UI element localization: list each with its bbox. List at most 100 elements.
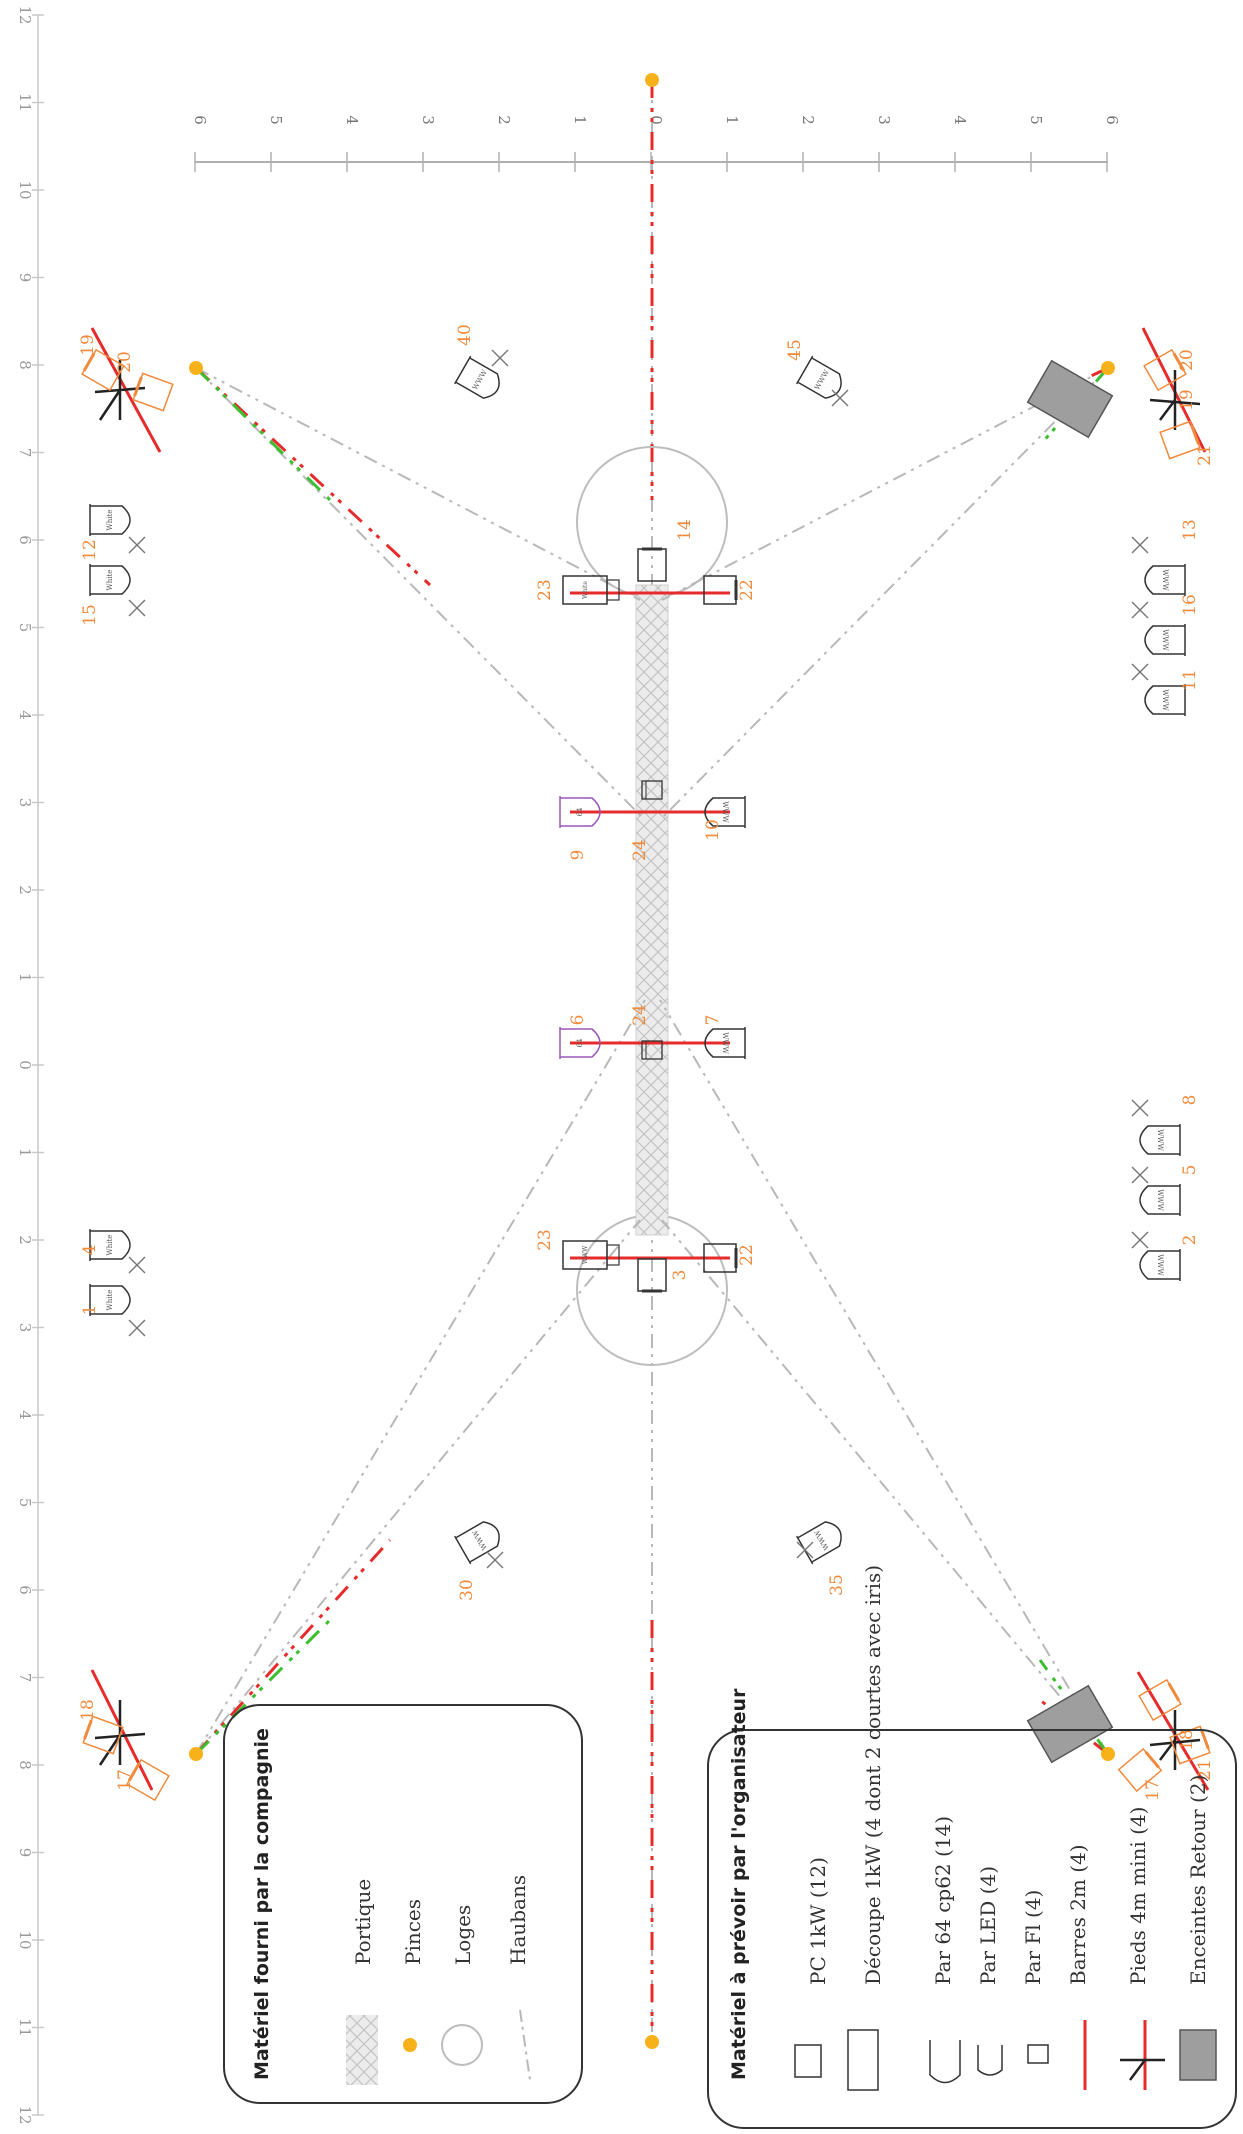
- main-axis-tick-label: 6: [16, 1585, 34, 1595]
- fixture-number-21: 21: [1195, 1759, 1215, 1781]
- fixture-number-22: 22: [737, 1244, 757, 1266]
- legend-organizer-item-enceintes: Enceintes Retour (2): [1186, 1775, 1210, 1985]
- pieds-stands: [90, 327, 1210, 1791]
- legend-company-item-haubans: Haubans: [506, 1875, 530, 1965]
- main-axis-tick-label: 8: [16, 1760, 34, 1770]
- pin-lr: [1101, 1747, 1115, 1761]
- legend-organizer-item-decoupe: Découpe 1kW (4 dont 2 courtes avec iris): [861, 1565, 885, 1985]
- legend-organizer-item-parled: Par LED (4): [976, 1866, 1000, 1985]
- fixture-number-12: 12: [80, 539, 100, 561]
- par-15: White: [89, 564, 131, 596]
- fixture-number-23: 23: [535, 1229, 555, 1251]
- par-1: White: [89, 1284, 131, 1316]
- cross-45: [831, 389, 849, 407]
- fixture-number-6: 6: [568, 1015, 588, 1026]
- fixture-number-16: 16: [1180, 594, 1200, 616]
- fixture-number-13: 13: [1180, 519, 1200, 541]
- main-axis-tick-label: 3: [16, 1323, 34, 1333]
- cross-13: [1131, 536, 1149, 554]
- cross-axis-tick-label: 6: [1103, 115, 1121, 125]
- fixture-number-8: 8: [1180, 1095, 1200, 1106]
- main-axis-tick-label: 7: [16, 1673, 34, 1683]
- fixture-number-35: 35: [827, 1574, 847, 1596]
- parled-45-label: WWW: [813, 368, 831, 391]
- main-axis-tick-label: 5: [16, 623, 34, 633]
- cross-axis-tick-label: 5: [1027, 115, 1045, 125]
- main-axis-tick-label: 0: [16, 1060, 34, 1070]
- fixture-number-21: 21: [1195, 444, 1215, 466]
- legend-enceinte-icon: [1179, 2029, 1217, 2081]
- main-axis-tick-label: 9: [16, 1848, 34, 1858]
- cross-2: [1131, 1231, 1149, 1249]
- main-axis-tick-label: 10: [16, 1930, 34, 1949]
- main-axis-tick-label: 2: [16, 885, 34, 895]
- cross-40: [491, 349, 509, 367]
- fixture-number-40: 40: [455, 324, 475, 346]
- fixture-number-18: 18: [1177, 1729, 1197, 1751]
- fixture-number-20: 20: [1177, 349, 1197, 371]
- parled-30-label: WWW: [471, 1528, 489, 1551]
- fixture-number-2: 2: [1180, 1235, 1200, 1246]
- main-axis-tick-label: 5: [16, 1498, 34, 1508]
- par-11: WWW: [1144, 684, 1186, 716]
- cross-axis-tick-label: 6: [191, 115, 209, 125]
- parled-35-label: WWW: [813, 1528, 831, 1551]
- legend-loge-swatch: [441, 2024, 483, 2066]
- decoupe-23-lower-label: WWW: [582, 1245, 589, 1264]
- par-6: 64: [559, 1027, 601, 1059]
- main-axis-tick-label: 10: [16, 180, 34, 199]
- parled-40: WWW: [454, 355, 500, 399]
- pc-20r: [1143, 348, 1187, 392]
- cross-16: [1131, 601, 1149, 619]
- fixture-number-24: 24: [630, 839, 650, 861]
- fixture-number-20: 20: [115, 351, 135, 373]
- fixture-number-18: 18: [78, 1699, 98, 1721]
- main-axis-tick-label: 3: [16, 798, 34, 808]
- cross-12: [128, 536, 146, 554]
- fixture-number-30: 30: [457, 1579, 477, 1601]
- main-axis-tick-label: 8: [16, 360, 34, 370]
- fixture-number-45: 45: [785, 339, 805, 361]
- legend-company-item-portique: Portique: [351, 1879, 375, 1965]
- par-6-label: 64: [576, 1038, 584, 1047]
- main-axis-tick-label: 4: [16, 710, 34, 720]
- legend-hauban-swatch: [519, 2009, 531, 2081]
- legend-organizer-item-pc: PC 1kW (12): [806, 1857, 830, 1985]
- pc-22-upper: [703, 575, 738, 605]
- fixture-number-14: 14: [675, 519, 695, 541]
- cross-axis-tick-label: 5: [267, 115, 285, 125]
- main-axis-tick-label: 12: [16, 5, 34, 24]
- legend-pin-swatch: [403, 2038, 417, 2052]
- cross-axis-tick-label: 1: [571, 115, 589, 125]
- main-axis-tick-label: 7: [16, 448, 34, 458]
- par-5: WWW: [1139, 1184, 1181, 1216]
- fixture-number-17: 17: [1143, 1779, 1163, 1801]
- par-7-label: WWW: [721, 1032, 729, 1054]
- legend-organizer: Matériel à prévoir par l'organisateur PC…: [707, 1565, 1237, 2129]
- par-2: WWW: [1139, 1249, 1181, 1281]
- fixture-number-7: 7: [703, 1015, 723, 1026]
- par-8-label: WWW: [1156, 1129, 1164, 1151]
- legend-parled-icon: [977, 2045, 1003, 2076]
- cross-30: [486, 1551, 504, 1569]
- par-4-label: White: [106, 1235, 114, 1256]
- pin-bottom: [645, 2035, 659, 2049]
- par-11-label: WWW: [1161, 689, 1169, 711]
- pc-19: [81, 348, 125, 392]
- pin-ll: [189, 1747, 203, 1761]
- cross-axis-tick-label: 4: [951, 115, 969, 125]
- legend-company-item-loges: Loges: [451, 1905, 475, 1965]
- legend-company-title: Matériel fourni par la compagnie: [251, 1728, 273, 2080]
- speaker-upper: [1026, 359, 1114, 439]
- legend-parfl-icon: [1027, 2044, 1049, 2064]
- legend-portique-swatch: [346, 2015, 378, 2085]
- legend-pieds-icon: [1120, 2020, 1165, 2090]
- par-13: WWW: [1144, 564, 1186, 596]
- pc-18b: [1169, 1725, 1211, 1765]
- decoupe-23-lower: WWW: [562, 1240, 620, 1270]
- pc-22-lower: [703, 1243, 738, 1273]
- pin-ul: [189, 361, 203, 375]
- fixture-number-10: 10: [703, 819, 723, 841]
- portique-truss: [635, 584, 669, 1236]
- parled-40-label: WWW: [471, 368, 489, 391]
